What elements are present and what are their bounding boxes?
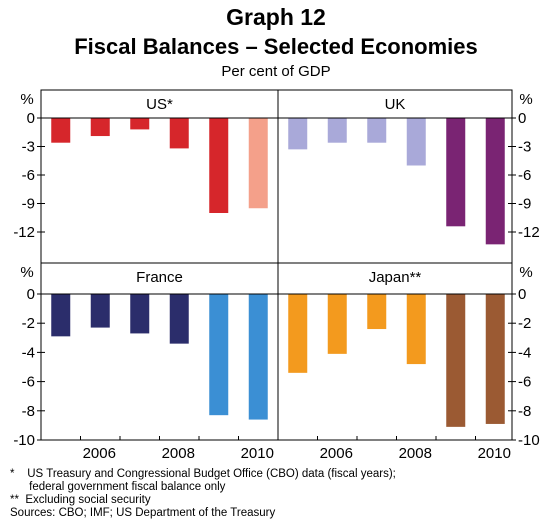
panel-title-top-right: UK [385, 96, 406, 113]
bar-bottom-right-2008 [406, 294, 426, 365]
chart-title: Fiscal Balances – Selected Economies [74, 34, 478, 59]
unit-label-top-right: % [519, 91, 532, 108]
bar-bottom-right-2005 [288, 294, 308, 373]
footnote-1: * US Treasury and Congressional Budget O… [10, 468, 396, 480]
y-tick-label-top-right: -9 [518, 196, 531, 213]
footnotes: * US Treasury and Congressional Budget O… [10, 468, 396, 520]
y-tick-label-top-left: 0 [27, 110, 35, 127]
y-tick-label-bottom-left: -4 [22, 344, 35, 361]
y-tick-label-bottom-left: 0 [27, 286, 35, 303]
x-tick-label-bottom-left: 2008 [162, 445, 195, 462]
plot-frame [40, 89, 513, 441]
chart-subtitle: Per cent of GDP [221, 63, 331, 80]
y-tick-label-top-left: -9 [22, 196, 35, 213]
bar-top-left-2007 [130, 118, 150, 130]
bar-bottom-left-2007 [130, 294, 150, 334]
y-tick-label-bottom-right: 0 [518, 286, 526, 303]
bar-top-right-2005 [288, 118, 308, 150]
unit-label-top-left: % [20, 91, 33, 108]
y-tick-label-bottom-left: -6 [22, 374, 35, 391]
bar-top-right-2009 [446, 118, 466, 227]
bar-bottom-left-2008 [169, 294, 189, 344]
y-tick-label-bottom-left: -2 [22, 315, 35, 332]
bar-bottom-right-2006 [327, 294, 347, 354]
bar-top-left-2008 [169, 118, 189, 149]
x-tick-label-bottom-right: 2008 [399, 445, 432, 462]
footnote-1-continued: federal government fiscal balance only [10, 481, 226, 493]
y-tick-label-top-right: -6 [518, 167, 531, 184]
bar-top-right-2006 [327, 118, 347, 143]
x-tick-label-bottom-right: 2006 [320, 445, 353, 462]
graph-label: Graph 12 [226, 4, 326, 30]
bar-top-right-2010 [485, 118, 505, 245]
bar-top-right-2008 [406, 118, 426, 166]
bar-bottom-right-2007 [367, 294, 387, 330]
footnote-2: ** Excluding social security [10, 494, 151, 506]
y-tick-label-top-right: 0 [518, 110, 526, 127]
unit-label-bottom-right: % [519, 264, 532, 281]
x-tick-label-bottom-left: 2010 [241, 445, 274, 462]
panel-title-bottom-left: France [136, 269, 183, 286]
bar-bottom-left-2006 [90, 294, 110, 328]
unit-label-bottom-left: % [20, 264, 33, 281]
y-tick-label-bottom-right: -10 [518, 432, 540, 449]
y-tick-label-bottom-right: -6 [518, 374, 531, 391]
bar-bottom-right-2010 [485, 294, 505, 424]
y-tick-label-top-right: -12 [518, 224, 540, 241]
panel-title-bottom-right: Japan** [369, 269, 422, 286]
bar-bottom-left-2005 [51, 294, 71, 337]
y-tick-label-top-left: -6 [22, 167, 35, 184]
y-tick-label-bottom-right: -2 [518, 315, 531, 332]
y-tick-label-top-left: -3 [22, 139, 35, 156]
y-tick-label-bottom-right: -8 [518, 403, 531, 420]
y-tick-label-top-left: -12 [13, 224, 35, 241]
bar-top-left-2009 [209, 118, 229, 213]
bar-top-right-2007 [367, 118, 387, 143]
y-tick-label-bottom-left: -10 [13, 432, 35, 449]
y-tick-label-top-right: -3 [518, 139, 531, 156]
bar-bottom-left-2010 [248, 294, 268, 420]
bar-top-left-2005 [51, 118, 71, 143]
x-tick-label-bottom-right: 2010 [478, 445, 511, 462]
y-tick-label-bottom-left: -8 [22, 403, 35, 420]
x-tick-label-bottom-left: 2006 [83, 445, 116, 462]
bar-bottom-right-2009 [446, 294, 466, 427]
bar-top-left-2006 [90, 118, 110, 137]
y-tick-label-bottom-right: -4 [518, 344, 531, 361]
bar-bottom-left-2009 [209, 294, 229, 416]
sources: Sources: CBO; IMF; US Department of the … [10, 507, 276, 519]
bar-top-left-2010 [248, 118, 268, 209]
panel-title-top-left: US* [146, 96, 173, 113]
